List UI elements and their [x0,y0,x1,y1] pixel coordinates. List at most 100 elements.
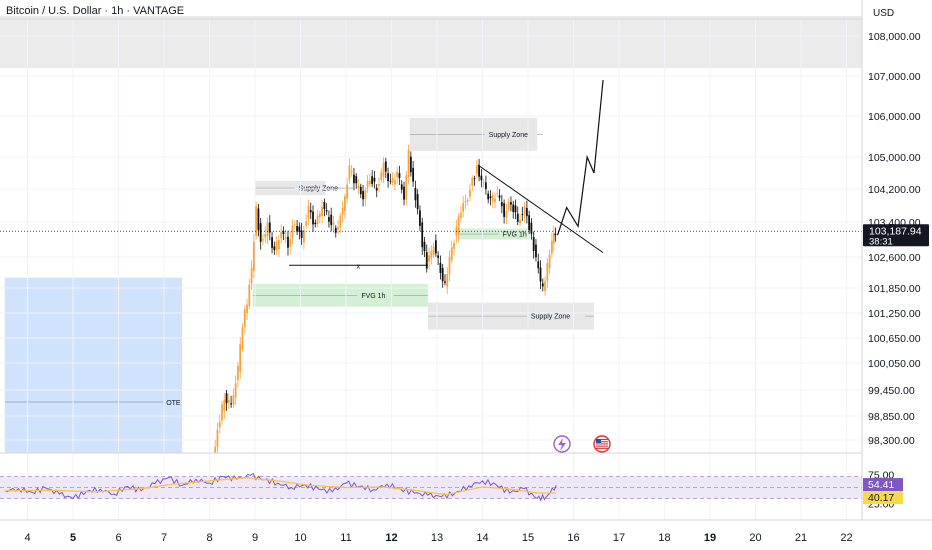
candle-body [489,196,492,199]
candle-body [464,201,467,202]
candle-body [494,198,496,203]
candle-body [400,184,403,190]
candle-body [539,267,542,282]
candle-body [389,180,392,182]
candle-body [478,165,480,177]
candle-body [248,284,251,307]
candle-body [364,190,367,200]
candle-body [250,267,253,284]
candle-body [357,185,360,189]
candle-body [378,184,380,187]
price-tick-label: 101,850.00 [868,283,921,295]
candle-body [343,196,346,212]
candle-body [503,203,506,217]
us-flag-icon-stripe [596,439,608,441]
candle-body [537,261,540,269]
time-tick-label: 14 [476,532,488,544]
candle-body [394,180,396,185]
rsi-value-tag [863,478,903,492]
candle-body [444,281,446,283]
candle-body [303,230,305,243]
candle-body [505,211,508,218]
candle-body [221,404,223,421]
time-tick-label: 16 [567,532,579,544]
candle-body [287,236,289,248]
candle-body [510,202,512,205]
candle-body [350,171,353,173]
candle-body [232,395,235,405]
candle-body [398,173,401,178]
rsi-ma-tag [863,491,903,505]
candle-body [480,175,483,181]
ote-zone [4,277,183,453]
candle-body [371,176,374,185]
time-tick-label: 9 [252,532,258,544]
candle-body [409,156,412,173]
candle-body [382,162,385,177]
bolt-icon [553,435,571,453]
candle-body [305,221,308,226]
candle-body [380,172,383,180]
candle-body [291,225,294,239]
price-tick-label: 104,200.00 [868,184,921,196]
price-tick-label: 99,450.00 [868,385,915,397]
candle-body [548,254,551,269]
time-tick-label: 17 [613,532,625,544]
candle-body [312,211,314,225]
candle-body [387,173,389,182]
time-tick-label: 4 [24,532,30,544]
bolt-icon-glyph [558,438,566,451]
candle-body [416,194,419,210]
candle-body [225,393,228,404]
price-tick-label: 101,250.00 [868,308,921,320]
candle-body [466,200,469,202]
candle-body [550,240,553,254]
candle-body [419,210,421,226]
candle-body [328,217,330,222]
candle-body [268,222,271,233]
candle-body [530,222,533,234]
candle-body [421,222,424,248]
candle-body [423,241,426,252]
currency-label: USD [873,8,894,19]
candle-body [554,233,557,236]
candle-body [428,255,430,262]
candle-body [521,214,524,215]
candle-body [496,193,499,194]
time-tick-label: 21 [795,532,807,544]
candle-body [407,149,410,177]
candle-body [373,177,376,182]
time-tick-label: 12 [385,532,397,544]
candle-body [296,225,298,232]
candle-body [519,219,521,224]
candle-body [348,165,351,180]
candle-body [412,168,415,182]
candle-body [214,446,217,453]
chart-title: Bitcoin / U.S. Dollar · 1h · VANTAGE [6,5,185,17]
candle-body [437,255,440,258]
candle-body [230,403,233,405]
candle-body [544,281,546,291]
candle-body [362,191,364,200]
trendline [477,164,604,254]
candle-body [332,222,335,225]
candle-body [405,175,408,200]
sweep-label: x [357,263,361,270]
candle-body [507,201,510,210]
candle-body [473,178,476,180]
price-tick-label: 98,300.00 [868,435,915,447]
time-tick-label: 5 [70,532,76,544]
candle-body [366,181,369,187]
candle-body [321,207,324,216]
candle-body [528,215,531,231]
candle-body [289,239,292,247]
candle-body [273,246,276,251]
candle-body [243,309,246,327]
candle-body [330,214,333,226]
candle-body [441,267,444,282]
candle-body [300,230,303,238]
candle-body [346,184,349,199]
candle-body [532,237,535,251]
